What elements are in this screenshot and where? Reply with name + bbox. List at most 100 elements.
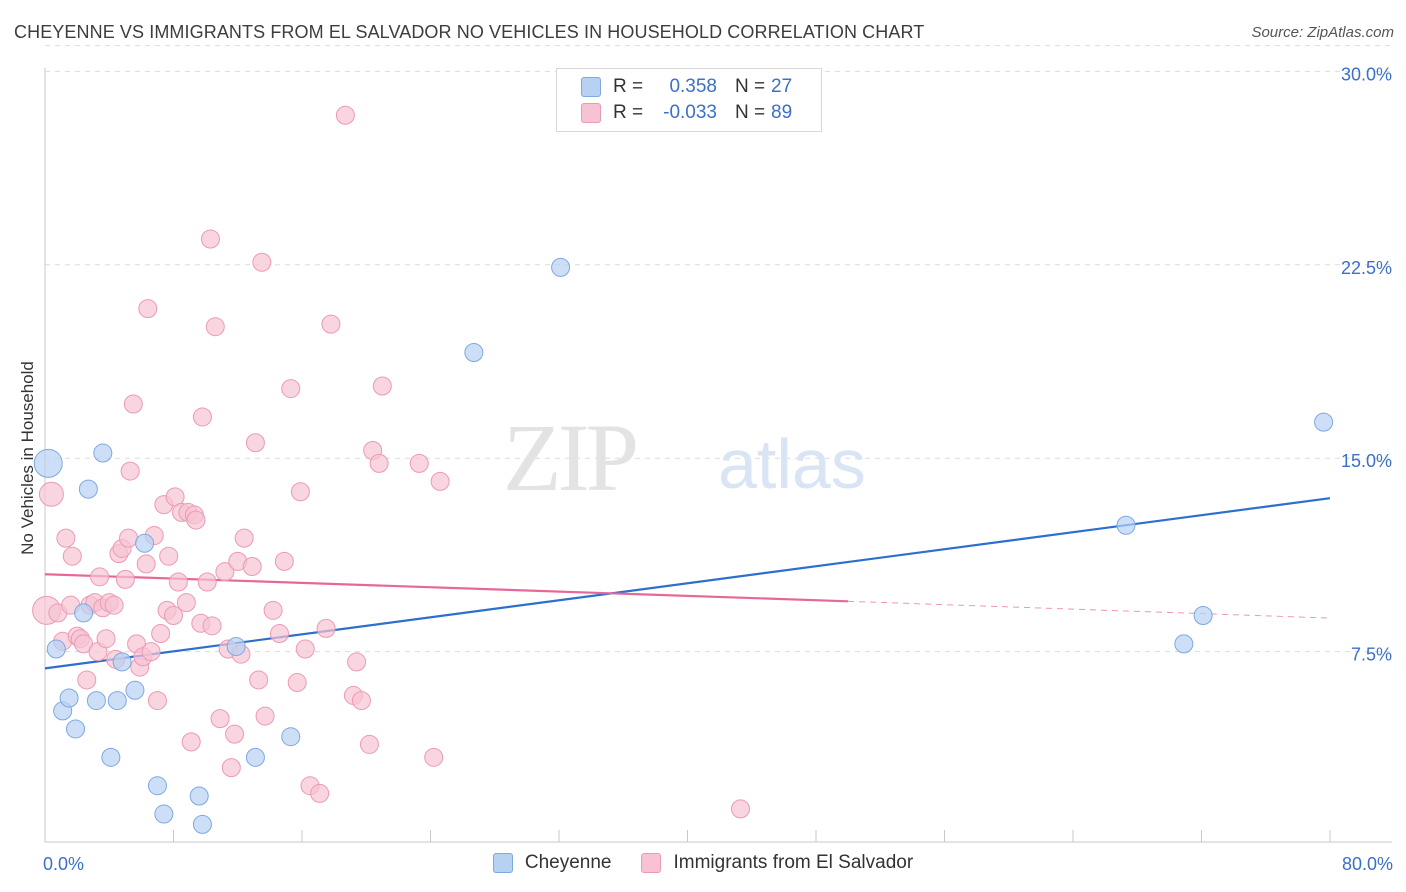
salvador-point xyxy=(245,433,265,453)
salvador-point xyxy=(159,546,179,566)
y-tick-label: 22.5% xyxy=(1341,258,1392,278)
cheyenne-swatch-icon xyxy=(492,853,513,873)
legend-row-cheyenne: R = 0.358 N = 27 xyxy=(581,75,792,99)
salvador-swatch-icon xyxy=(581,103,601,123)
salvador-point xyxy=(351,691,371,711)
salvador-point xyxy=(234,528,254,548)
salvador-swatch-icon xyxy=(641,853,662,873)
salvador-point xyxy=(372,376,392,396)
n-value: 89 xyxy=(771,102,793,123)
salvador-point xyxy=(310,783,330,803)
n-value: 27 xyxy=(771,76,793,97)
cheyenne-point xyxy=(551,257,571,277)
salvador-point xyxy=(210,709,230,729)
salvador-point xyxy=(205,317,225,337)
n-label: N = xyxy=(735,102,766,123)
salvador-point xyxy=(424,747,444,767)
source-label: Source: ZipAtlas.com xyxy=(1251,24,1394,41)
salvador-point xyxy=(192,407,212,427)
cheyenne-point xyxy=(66,719,86,739)
salvador-point xyxy=(369,453,389,473)
cheyenne-point xyxy=(125,680,145,700)
cheyenne-point xyxy=(86,691,106,711)
cheyenne-point xyxy=(59,688,79,708)
salvador-point xyxy=(164,605,183,625)
salvador-point xyxy=(252,252,272,272)
y-tick-label: 15.0% xyxy=(1341,451,1392,471)
salvador-point xyxy=(249,670,269,690)
cheyenne-point xyxy=(107,691,127,711)
x-tick-label: 0.0% xyxy=(43,854,84,874)
cheyenne-point xyxy=(1116,515,1136,535)
salvador-point xyxy=(186,510,206,530)
legend-label: Cheyenne xyxy=(524,852,612,873)
salvador-point xyxy=(115,569,135,589)
salvador-point xyxy=(263,600,283,620)
salvador-point xyxy=(136,554,156,574)
cheyenne-point xyxy=(192,814,212,834)
salvador-point xyxy=(281,379,301,399)
salvador-point xyxy=(104,595,124,615)
salvador-point xyxy=(200,229,220,249)
cheyenne-point xyxy=(281,727,301,747)
salvador-point xyxy=(77,670,97,690)
salvador-point xyxy=(138,299,158,319)
cheyenne-swatch-icon xyxy=(581,77,601,97)
salvador-point xyxy=(430,471,450,491)
salvador-point xyxy=(56,528,76,548)
cheyenne-point xyxy=(46,639,66,659)
cheyenne-point xyxy=(1174,634,1194,654)
cheyenne-point xyxy=(135,533,155,553)
salvador-point xyxy=(96,629,116,649)
trendline xyxy=(44,497,1331,670)
salvador-point xyxy=(242,557,262,577)
cheyenne-point xyxy=(1314,412,1334,432)
x-tick-label: 80.0% xyxy=(1342,854,1393,874)
cheyenne-point xyxy=(189,786,209,806)
cheyenne-point xyxy=(78,479,98,499)
r-label: R = xyxy=(613,102,644,123)
salvador-point xyxy=(119,528,139,548)
salvador-point xyxy=(38,481,64,507)
tick-labels: 7.5% 15.0% 22.5% 30.0% 0.0% 80.0% xyxy=(43,64,1393,874)
salvador-point xyxy=(409,453,429,473)
legend-item-salvador[interactable]: Immigrants from El Salvador xyxy=(641,852,913,874)
r-label: R = xyxy=(613,76,644,97)
salvador-point xyxy=(321,314,341,334)
salvador-point xyxy=(347,652,367,672)
legend-label: Immigrants from El Salvador xyxy=(673,852,914,873)
series-legend: Cheyenne Immigrants from El Salvador xyxy=(0,852,1406,874)
salvador-point xyxy=(123,394,143,414)
salvador-point xyxy=(290,482,310,502)
salvador-point xyxy=(221,758,241,778)
salvador-point xyxy=(181,732,201,752)
salvador-point xyxy=(151,624,171,644)
r-value: 0.358 xyxy=(669,76,717,97)
y-tick-label: 30.0% xyxy=(1341,64,1392,84)
salvador-point xyxy=(168,572,188,592)
salvador-point xyxy=(225,724,245,744)
watermark-atlas: atlas xyxy=(718,425,866,503)
salvador-point xyxy=(316,618,336,638)
salvador-point xyxy=(90,567,110,587)
correlation-legend: R = 0.358 N = 27 R = -0.033 N = 89 xyxy=(556,68,822,132)
watermark-zip: ZIP xyxy=(503,404,636,511)
legend-item-cheyenne[interactable]: Cheyenne xyxy=(492,852,612,874)
salvador-point xyxy=(202,616,222,636)
cheyenne-point xyxy=(147,776,167,796)
salvador-point xyxy=(295,639,315,659)
legend-row-salvador: R = -0.033 N = 89 xyxy=(581,101,792,125)
salvador-point xyxy=(62,546,82,566)
data-points xyxy=(32,105,1334,834)
salvador-point xyxy=(270,624,290,644)
cheyenne-point xyxy=(464,342,484,362)
salvador-point xyxy=(197,572,217,592)
cheyenne-point xyxy=(33,448,63,478)
salvador-point xyxy=(141,642,161,662)
salvador-point xyxy=(255,706,275,726)
cheyenne-point xyxy=(101,747,121,767)
cheyenne-point xyxy=(93,443,113,463)
n-label: N = xyxy=(735,76,766,97)
cheyenne-point xyxy=(154,804,174,824)
